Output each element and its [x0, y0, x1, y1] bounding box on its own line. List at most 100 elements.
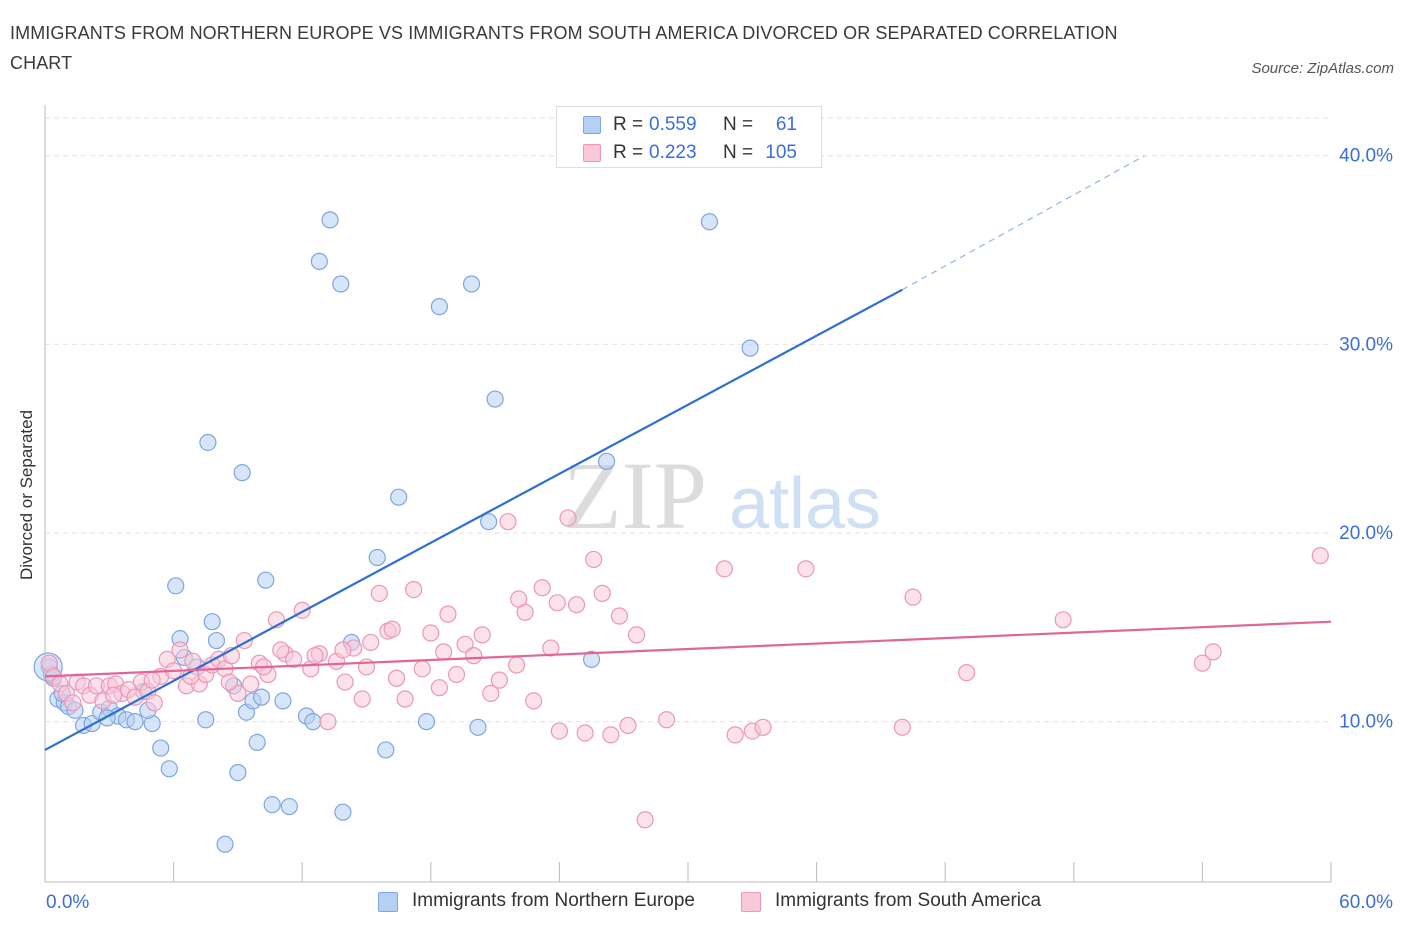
legend-label-northern-europe: Immigrants from Northern Europe — [412, 890, 695, 911]
data-point — [610, 607, 629, 625]
data-point — [370, 584, 388, 602]
data-point — [1204, 643, 1222, 661]
data-point — [585, 550, 603, 569]
data-point — [242, 675, 260, 693]
data-point — [567, 596, 586, 614]
data-point — [197, 711, 215, 729]
axes-layer — [44, 105, 1332, 883]
data-point — [390, 488, 408, 506]
data-point — [490, 671, 508, 689]
pink-swatch — [583, 144, 601, 162]
data-point — [274, 692, 292, 710]
data-point — [715, 560, 734, 578]
data-point — [413, 660, 431, 678]
data-point — [383, 620, 401, 638]
data-point — [357, 658, 376, 676]
legend-r-value: 0.559 — [649, 114, 697, 135]
blue-swatch — [583, 116, 601, 134]
y-tick-label: 40.0% — [1339, 146, 1393, 167]
data-point — [263, 796, 281, 814]
legend-n-label: N = — [723, 114, 754, 135]
data-point — [447, 665, 466, 684]
data-point — [741, 339, 759, 357]
data-point — [430, 298, 448, 316]
watermark-atlas: atlas — [729, 464, 881, 544]
correlation-legend: R = 0.559 N = 61 R = 0.223 N = 105 — [556, 106, 822, 168]
data-point — [362, 633, 380, 652]
legend-r-label: R = — [613, 142, 644, 163]
trendline-northern-europe — [44, 288, 903, 751]
data-point — [248, 733, 266, 752]
data-point — [525, 692, 543, 710]
data-point — [486, 390, 504, 408]
data-point — [548, 594, 566, 612]
data-point — [636, 811, 654, 829]
legend-n-value: 61 — [775, 114, 797, 135]
data-point — [422, 624, 440, 642]
data-point — [98, 709, 116, 727]
data-point — [469, 718, 487, 736]
data-point — [126, 713, 144, 731]
data-point — [336, 673, 354, 691]
data-point — [334, 803, 352, 821]
y-tick-label: 10.0% — [1339, 712, 1393, 733]
data-point — [559, 509, 577, 527]
data-point — [104, 686, 123, 704]
y-tick-label: 30.0% — [1339, 334, 1393, 355]
data-point — [203, 613, 221, 631]
data-point — [272, 641, 290, 659]
x-tick-label-max: 60.0% — [1339, 892, 1393, 913]
data-point — [216, 835, 234, 853]
data-point — [252, 688, 271, 706]
data-point — [152, 739, 170, 757]
data-point — [332, 275, 350, 293]
data-point — [439, 605, 457, 623]
data-point — [550, 722, 569, 740]
data-point — [465, 647, 483, 665]
data-point — [482, 684, 500, 702]
x-tick-label-min: 0.0% — [46, 892, 89, 913]
data-point — [893, 718, 911, 736]
data-point — [904, 588, 922, 606]
legend-label-south-america: Immigrants from South America — [775, 890, 1042, 911]
data-point — [462, 275, 481, 293]
grid-layer — [45, 117, 1331, 723]
data-point — [143, 671, 161, 689]
pink-swatch — [741, 892, 761, 912]
data-point — [319, 713, 337, 731]
data-point — [597, 452, 616, 470]
data-point — [1311, 547, 1329, 565]
data-point — [207, 631, 226, 650]
data-point — [417, 713, 436, 731]
data-point — [145, 694, 163, 712]
trendlines — [44, 155, 1332, 751]
data-point — [387, 669, 406, 687]
data-point — [507, 656, 526, 674]
data-point — [160, 760, 178, 778]
data-point — [797, 560, 815, 578]
data-point — [582, 650, 601, 669]
data-point — [233, 464, 251, 482]
south-america-points — [40, 509, 1329, 829]
data-point — [456, 635, 474, 653]
legend-row-south-america: R = 0.223 N = 105 — [557, 138, 821, 166]
data-point — [306, 647, 324, 665]
y-axis-label: Divorced or Separated — [17, 409, 36, 581]
data-point — [593, 584, 611, 602]
y-tick-label: 20.0% — [1339, 523, 1393, 544]
legend-n-value: 105 — [765, 142, 797, 163]
chart-title: IMMIGRANTS FROM NORTHERN EUROPE VS IMMIG… — [10, 23, 1118, 73]
data-point — [220, 673, 238, 691]
data-point — [542, 639, 560, 657]
data-point — [377, 741, 395, 759]
legend-row-northern-europe: R = 0.559 N = 61 — [557, 110, 821, 138]
data-point — [310, 252, 328, 270]
data-point — [510, 590, 528, 608]
data-point — [171, 641, 189, 659]
data-point — [304, 713, 322, 731]
watermark-zip: ZIP — [563, 442, 707, 549]
data-point — [1054, 611, 1072, 629]
data-point — [958, 664, 976, 682]
data-point — [353, 690, 371, 708]
